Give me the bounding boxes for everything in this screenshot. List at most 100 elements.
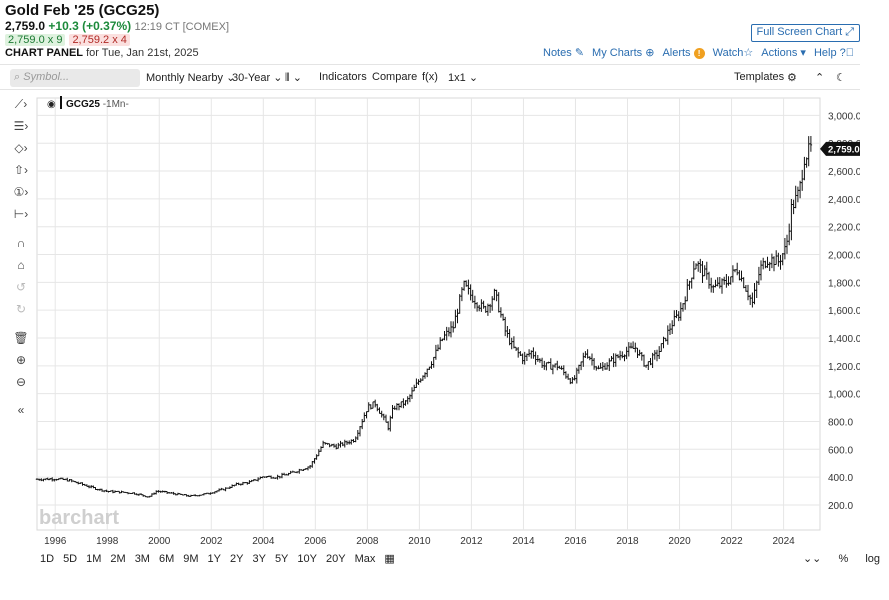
zoom-in-icon[interactable]: ⊕: [15, 353, 27, 367]
measure-tool-icon[interactable]: ⊢›: [13, 207, 29, 221]
fibonacci-tool-icon[interactable]: ☰›: [13, 119, 29, 133]
y-tick-label: 1,400.0: [828, 334, 860, 345]
trash-icon[interactable]: 🗑: [13, 331, 29, 345]
range-button-1m[interactable]: 1M: [86, 553, 102, 565]
templates-button[interactable]: Templates: [734, 71, 785, 83]
zoom-out-icon[interactable]: ⊖: [15, 375, 27, 389]
shapes-tool-icon[interactable]: ◇›: [14, 141, 28, 155]
series-symbol-label: GCG25 -1Mn-: [66, 99, 129, 110]
x-tick-label: 1998: [96, 536, 119, 547]
layout-dropdown[interactable]: 1x1 ⌄: [448, 71, 478, 84]
indicators-button[interactable]: Indicators: [319, 71, 367, 83]
dark-mode-moon-icon[interactable]: ☾: [836, 72, 846, 84]
ohlc-bar: [191, 494, 195, 496]
watch-link[interactable]: Watch☆: [713, 46, 754, 59]
y-tick-label: 400.0: [828, 473, 853, 484]
compare-button[interactable]: Compare: [372, 71, 418, 83]
annotation-tool-icon[interactable]: ①›: [13, 185, 29, 199]
notes-link[interactable]: Notes ✎: [543, 46, 584, 59]
eye-icon[interactable]: ◉: [47, 99, 56, 110]
magnet-icon[interactable]: ∩: [16, 236, 26, 250]
drawing-tools-sidebar: ⟋› ☰› ◇› ⇧› ①› ⊢› ∩ ⌂ ↺ ↻ 🗑 ⊕ ⊖ «: [0, 92, 36, 432]
function-button[interactable]: f(x): [422, 71, 438, 83]
calendar-chevron-icon[interactable]: ⌄⌄: [802, 553, 822, 565]
bid-badge: 2,759.0 x 9: [5, 34, 66, 46]
x-tick-label: 2018: [616, 536, 639, 547]
series-color-swatch: [60, 96, 62, 109]
barchart-watermark: barchart: [39, 507, 119, 529]
notes-label: Notes: [543, 47, 572, 59]
y-tick-label: 3,000.0: [828, 111, 860, 122]
range-button-20y[interactable]: 20Y: [325, 553, 346, 565]
x-tick-label: 2012: [460, 536, 483, 547]
x-tick-label: 2024: [772, 536, 795, 547]
range-button-1y[interactable]: 1Y: [207, 553, 221, 565]
quote-header: Gold Feb '25 (GCG25) 2,759.0 +10.3 (+0.3…: [0, 0, 889, 62]
trendline-tool-icon[interactable]: ⟋›: [14, 97, 28, 111]
ohlc-bar: [124, 491, 128, 494]
range-button-2y[interactable]: 2Y: [230, 553, 244, 565]
range-button-5y[interactable]: 5Y: [274, 553, 289, 565]
actions-menu[interactable]: Actions ▾: [761, 46, 806, 59]
range-button-3m[interactable]: 3M: [134, 553, 150, 565]
full-screen-label: Full Screen Chart: [756, 26, 843, 38]
chevron-down-icon: ⌄: [273, 72, 283, 84]
period-dropdown[interactable]: 30-Year ⌄: [232, 71, 282, 84]
y-tick-label: 1,200.0: [828, 362, 860, 373]
range-button-6m[interactable]: 6M: [158, 553, 175, 565]
question-icon: ?⃝: [839, 46, 854, 59]
ohlc-bars: [35, 136, 813, 498]
chevron-down-icon: ⌄: [468, 72, 479, 84]
range-button-10y[interactable]: 10Y: [297, 553, 317, 565]
expand-icon: ⤢: [845, 26, 854, 38]
arrow-tool-icon[interactable]: ⇧›: [13, 163, 29, 177]
period-label: 30-Year: [232, 72, 271, 84]
chart-panel-date: for Tue, Jan 21st, 2025: [86, 47, 199, 59]
lock-icon[interactable]: ⌂: [17, 258, 25, 272]
plot-area[interactable]: [36, 97, 821, 531]
x-tick-label: 2016: [564, 536, 587, 547]
x-tick-label: 2020: [668, 536, 691, 547]
y-tick-label: 200.0: [828, 501, 853, 512]
full-screen-chart-button[interactable]: Full Screen Chart ⤢: [750, 24, 860, 42]
range-button-9m[interactable]: 9M: [183, 553, 199, 565]
ohlc-bars-icon: ⫴: [285, 72, 290, 84]
last-price-tag: [820, 141, 860, 156]
undo-icon[interactable]: ↺: [15, 280, 27, 294]
my-charts-link[interactable]: My Charts ⊕: [592, 46, 654, 59]
range-button-2m[interactable]: 2M: [110, 553, 126, 565]
ask-badge: 2,759.2 x 4: [69, 34, 130, 46]
top-links: Notes ✎ My Charts ⊕ Alerts ! Watch☆ Acti…: [543, 46, 854, 60]
chevron-down-icon: ⌄: [226, 72, 236, 84]
contract-label: Monthly Nearby: [146, 72, 224, 84]
star-icon: ☆: [743, 47, 754, 59]
my-charts-label: My Charts: [592, 47, 643, 59]
log-toggle[interactable]: log: [865, 553, 880, 565]
calendar-icon[interactable]: ▦: [384, 553, 395, 565]
y-tick-label: 2,000.0: [828, 251, 860, 262]
range-button-max[interactable]: Max: [354, 553, 376, 565]
alerts-link[interactable]: Alerts !: [662, 47, 705, 59]
chart-panel-label: CHART PANEL: [5, 47, 84, 59]
range-button-1d[interactable]: 1D: [40, 553, 55, 565]
symbol-search-input[interactable]: ⌕ Symbol...: [10, 69, 140, 87]
quote-line: 2,759.0 +10.3 (+0.37%) 12:19 CT [COMEX]: [5, 19, 229, 33]
chart-toolbar: ⌕ Symbol... Monthly Nearby ⌄ 30-Year ⌄ ⫴…: [0, 64, 860, 90]
price-chart[interactable]: 200.0 400.0 600.0 800.0 1,000.0 1,200.0 1,400.…: [0, 90, 860, 550]
range-button-3y[interactable]: 3Y: [252, 553, 266, 565]
alert-icon: !: [693, 47, 705, 59]
redo-icon[interactable]: ↻: [15, 302, 27, 316]
collapse-up-icon[interactable]: ⌃: [815, 72, 825, 84]
chart-type-dropdown[interactable]: ⫴ ⌄: [285, 71, 302, 85]
edit-icon: ✎: [574, 47, 585, 59]
help-link[interactable]: Help ?⃝: [814, 47, 854, 59]
collapse-sidebar-icon[interactable]: «: [17, 403, 25, 417]
percent-toggle[interactable]: %: [838, 553, 849, 565]
plus-circle-icon: ⊕: [645, 47, 655, 59]
y-tick-label: 800.0: [828, 417, 853, 428]
settings-gear-icon[interactable]: ⚙: [787, 72, 797, 84]
last-price: 2,759.0: [5, 19, 46, 33]
range-button-5d[interactable]: 5D: [63, 553, 78, 565]
contract-dropdown[interactable]: Monthly Nearby ⌄: [146, 71, 235, 84]
x-tick-label: 2014: [512, 536, 535, 547]
